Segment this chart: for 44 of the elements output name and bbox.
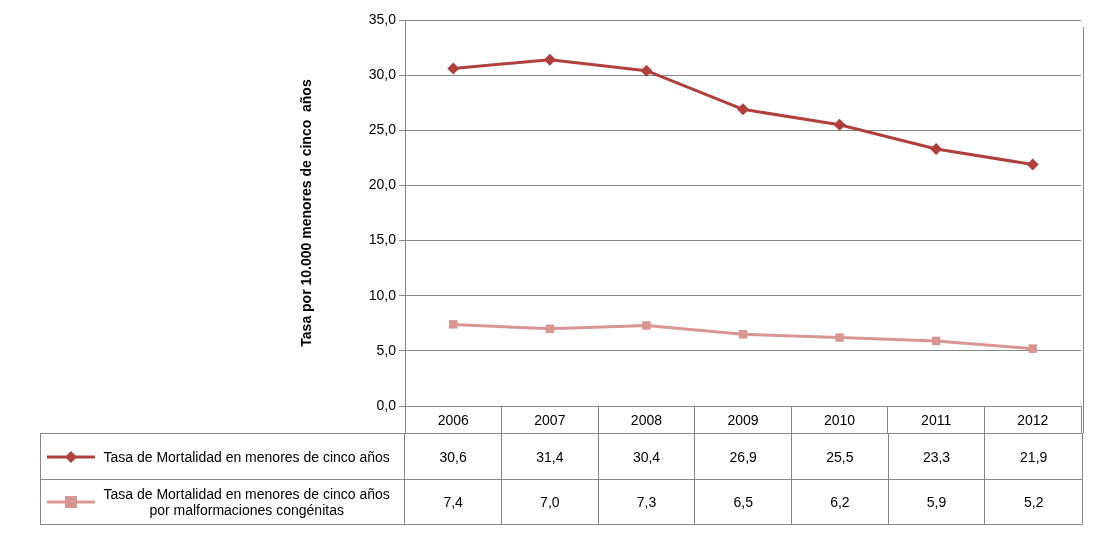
data-label: 5,2	[1022, 493, 1045, 512]
point	[930, 143, 943, 156]
data-label: 30,4	[598, 434, 696, 479]
y-tick-label: 25,0	[368, 121, 397, 138]
y-axis-title: Tasa por 10.000 menores de cinco años	[298, 79, 315, 347]
x-tick-label: 2009	[727, 411, 759, 428]
x-tick-label: 2008	[630, 411, 663, 428]
point	[642, 321, 651, 330]
y-tick-label: 20,0	[368, 176, 397, 193]
x-tick-label: 2011	[921, 411, 952, 428]
data-label: 7,0	[502, 480, 599, 524]
y-tick-label: 0,0	[376, 396, 397, 413]
y-tick-label: 5,0	[376, 341, 397, 358]
y-tick-label: 30,0	[368, 66, 397, 82]
legend-label: Tasa de Mortalidad en menores de cinco años por malformaciones congénitas	[102, 486, 391, 518]
data-label: 23,3	[888, 434, 986, 479]
x-tick-label: 2007	[534, 411, 566, 428]
point	[737, 103, 749, 116]
legend-label: Tasa de Mortalidad en menores de cinco años	[102, 448, 391, 465]
data-label: 26,9	[695, 434, 793, 479]
y-tick-label: 10,0	[368, 286, 397, 303]
y-tick-label: 15,0	[368, 231, 397, 248]
point	[738, 330, 748, 339]
point	[835, 333, 844, 342]
point	[449, 320, 458, 329]
point	[1028, 344, 1037, 353]
y-tick-label: 35,0	[368, 10, 397, 27]
data-label: 6,2	[792, 480, 889, 524]
data-label: 6,5	[695, 480, 793, 524]
point	[447, 62, 460, 75]
point	[543, 53, 556, 66]
data-label: 7,4	[405, 480, 503, 524]
point	[1026, 158, 1039, 171]
point	[640, 64, 653, 77]
data-label: 31,4	[502, 434, 599, 479]
point	[833, 118, 846, 131]
data-label: 21,9	[1019, 447, 1049, 467]
data-label: 5,9	[888, 480, 986, 524]
data-label: 7,3	[598, 480, 696, 524]
x-tick-label: 2010	[823, 411, 856, 428]
x-tick-label: 2012	[1017, 411, 1049, 428]
x-tick-label: 2006	[437, 411, 470, 428]
data-label: 30,6	[405, 434, 503, 479]
data-label: 25,5	[792, 434, 889, 479]
